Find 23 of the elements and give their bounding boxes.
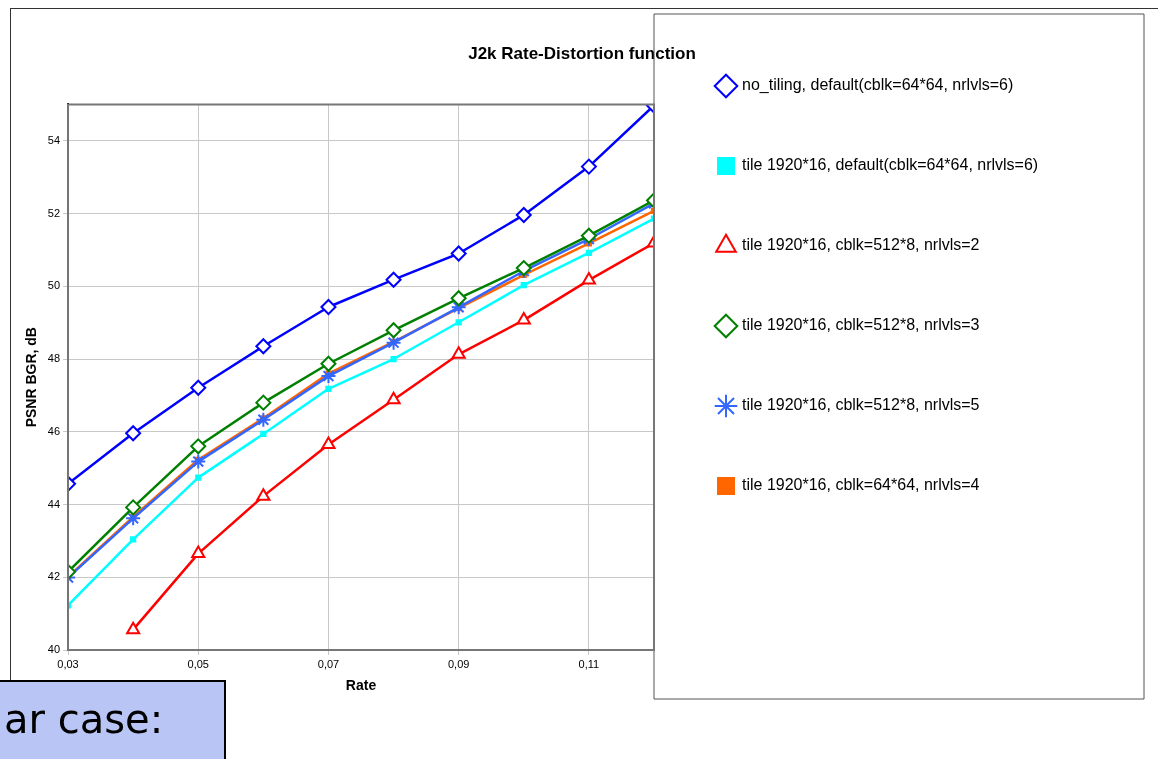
y-tick-label: 42	[47, 570, 61, 583]
legend-label: tile 1920*16, cblk=512*8, nrlvls=5	[742, 396, 980, 414]
y-tick-label: 40	[47, 643, 61, 656]
y-tick-label: 46	[47, 424, 61, 437]
y-tick-label: 50	[47, 279, 61, 292]
x-tick-label: 0,03	[57, 657, 79, 670]
x-tick-label: 0,05	[187, 657, 209, 670]
y-tick-label: 54	[47, 133, 61, 146]
y-tick-label: 44	[47, 497, 61, 510]
legend-label: tile 1920*16, cblk=512*8, nrlvls=2	[742, 236, 980, 254]
legend-label: tile 1920*16, default(cblk=64*64, nrlvls=6)	[742, 156, 1039, 174]
legend-label: tile 1920*16, cblk=64*64, nrlvls=4	[742, 476, 980, 494]
legend-label: tile 1920*16, cblk=512*8, nrlvls=3	[742, 316, 980, 334]
legend-label: no_tiling, default(cblk=64*64, nrlvls=6)	[742, 76, 1014, 95]
y-tick-label: 48	[47, 352, 61, 365]
y-axis-title: PSNR BGR, dB	[23, 327, 40, 428]
y-tick-label: 52	[47, 206, 61, 219]
x-tick-label: 0,07	[317, 657, 340, 670]
x-axis-title: Rate	[345, 677, 377, 694]
text: ar case:	[0, 680, 226, 759]
chart-title: J2k Rate-Distortion function	[468, 43, 696, 63]
x-tick-label: 0,09	[447, 657, 470, 670]
x-tick-label: 0,11	[578, 657, 600, 670]
